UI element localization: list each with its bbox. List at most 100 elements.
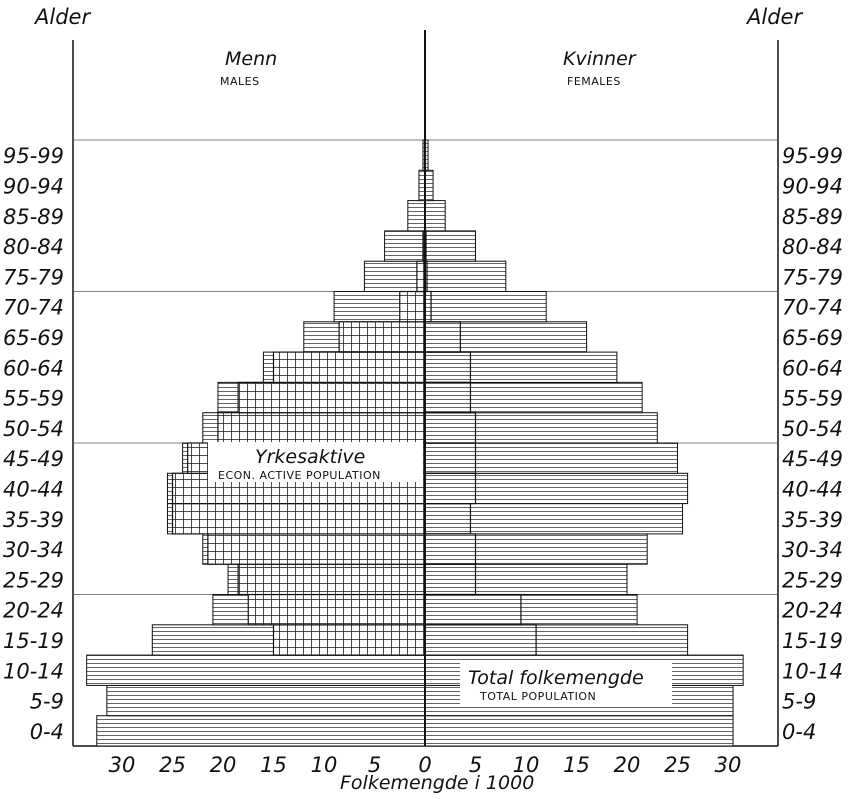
- bar-male-total-0-4: [96, 715, 426, 747]
- age-label-right-35-39: 35-39: [782, 508, 843, 532]
- age-label-right-75-79: 75-79: [782, 265, 843, 289]
- age-label-left-0-4: 0-4: [30, 720, 64, 744]
- x-tick-male-15: 15: [260, 753, 287, 777]
- bar-male-active-25-29: [237, 563, 426, 596]
- bar-female-total-15-19: [424, 624, 689, 656]
- active-label-box: [208, 442, 423, 482]
- total-label-subtitle: TOTAL POPULATION: [479, 690, 596, 703]
- age-label-right-85-89: 85-89: [782, 205, 843, 229]
- age-label-right-50-54: 50-54: [782, 417, 843, 441]
- bar-female-total-45-49: [424, 442, 678, 474]
- bar-female-total-35-39: [424, 503, 684, 535]
- age-label-left-15-19: 15-19: [3, 629, 64, 653]
- age-label-left-75-79: 75-79: [3, 265, 64, 289]
- total-label-box: [460, 662, 672, 704]
- bar-male-active-70-74: [399, 290, 426, 323]
- age-label-left-45-49: 45-49: [3, 447, 64, 471]
- age-labels-right: 0-4 5-9 10-14 15-19 20-24 25-29 30-34 35-39 40-4…: [782, 144, 843, 744]
- age-label-left-85-89: 85-89: [3, 205, 64, 229]
- bar-male-active-35-39: [171, 503, 426, 535]
- age-label-right-90-94: 90-94: [782, 174, 843, 198]
- bar-female-total-20-24: [424, 594, 638, 626]
- bar-male-total-85-89: [407, 200, 426, 232]
- age-label-left-5-9: 5-9: [30, 690, 64, 714]
- bar-male-total-75-79: [363, 260, 426, 293]
- bar-male-total-5-9: [106, 684, 426, 717]
- x-tick-female-15: 15: [563, 753, 590, 777]
- bar-male-active-75-79: [416, 260, 426, 293]
- bar-male-active-65-69: [338, 321, 426, 353]
- age-label-right-70-74: 70-74: [782, 296, 843, 320]
- bar-male-active-20-24: [247, 593, 426, 626]
- bar-female-total-25-29: [424, 563, 628, 596]
- header-males-title: Menn: [225, 48, 277, 70]
- age-label-left-70-74: 70-74: [3, 296, 64, 320]
- x-tick-female-10: 10: [513, 753, 540, 777]
- bar-female-total-40-44: [424, 472, 689, 505]
- x-axis-label: Folkemengde i 1000: [340, 772, 534, 794]
- age-label-left-80-84: 80-84: [3, 235, 64, 259]
- header-males-subtitle: MALES: [220, 75, 260, 88]
- x-tick-female-25: 25: [664, 753, 691, 777]
- bar-female-total-60-64: [424, 351, 618, 383]
- bar-female-total-0-4: [424, 715, 734, 747]
- x-tick-male-20: 20: [210, 753, 237, 777]
- age-label-left-90-94: 90-94: [3, 174, 64, 198]
- x-tick-male-30: 30: [109, 753, 136, 777]
- age-label-left-30-34: 30-34: [3, 538, 64, 562]
- age-label-right-25-29: 25-29: [782, 568, 843, 592]
- x-tick-male-5: 5: [368, 753, 381, 777]
- age-label-left-35-39: 35-39: [3, 508, 64, 532]
- bar-male-total-10-14: [86, 654, 426, 686]
- bar-male-active-15-19: [272, 624, 426, 656]
- bar-male-active-60-64: [272, 351, 426, 384]
- age-label-right-45-49: 45-49: [782, 447, 843, 471]
- age-label-right-55-59: 55-59: [782, 387, 843, 411]
- age-label-left-25-29: 25-29: [3, 568, 64, 592]
- bar-male-active-55-59: [237, 381, 426, 414]
- active-label-title: Yrkesaktive: [255, 446, 365, 468]
- age-label-left-20-24: 20-24: [3, 599, 64, 623]
- x-tick-female-20: 20: [614, 753, 641, 777]
- bar-male-active-30-34: [207, 533, 426, 565]
- x-tick-male-10: 10: [311, 753, 338, 777]
- bar-male-active-50-54: [217, 412, 426, 444]
- age-label-left-60-64: 60-64: [3, 356, 64, 380]
- age-label-right-10-14: 10-14: [782, 659, 843, 683]
- bar-female-total-90-94: [424, 169, 434, 202]
- x-tick-female-5: 5: [469, 753, 482, 777]
- age-label-right-95-99: 95-99: [782, 144, 843, 168]
- bar-male-total-80-84: [384, 230, 426, 262]
- age-label-right-20-24: 20-24: [782, 599, 843, 623]
- x-tick-female-30: 30: [715, 753, 742, 777]
- x-tick-0: 0: [418, 753, 431, 777]
- active-label-subtitle: ECON. ACTIVE POPULATION: [218, 469, 381, 482]
- age-label-right-0-4: 0-4: [782, 720, 816, 744]
- bar-female-total-65-69: [424, 321, 588, 353]
- age-label-left-50-54: 50-54: [3, 417, 64, 441]
- age-label-right-5-9: 5-9: [782, 690, 816, 714]
- bars: [86, 139, 744, 747]
- header-females-title: Kvinner: [563, 48, 637, 70]
- bar-female-total-70-74: [424, 291, 547, 323]
- age-label-right-60-64: 60-64: [782, 356, 843, 380]
- age-label-right-80-84: 80-84: [782, 235, 843, 259]
- age-label-right-30-34: 30-34: [782, 538, 843, 562]
- bar-female-total-75-79: [424, 260, 507, 293]
- bar-female-total-85-89: [424, 200, 446, 232]
- x-tick-male-25: 25: [159, 753, 186, 777]
- age-label-right-65-69: 65-69: [782, 326, 843, 350]
- axis-label-left: Alder: [33, 5, 91, 29]
- x-tick-labels: 30 25 20 15 10 5 0 5 10 15 20 25 30: [109, 753, 742, 777]
- age-label-left-10-14: 10-14: [3, 659, 64, 683]
- age-label-left-95-99: 95-99: [3, 144, 64, 168]
- axis-label-right: Alder: [745, 5, 803, 29]
- bar-female-total-80-84: [424, 230, 476, 262]
- bar-female-total-55-59: [424, 381, 643, 414]
- age-label-left-55-59: 55-59: [3, 387, 64, 411]
- total-label-title: Total folkemengde: [468, 667, 644, 689]
- bar-female-total-50-54: [424, 412, 658, 444]
- bar-female-total-30-34: [424, 533, 648, 565]
- age-label-right-15-19: 15-19: [782, 629, 843, 653]
